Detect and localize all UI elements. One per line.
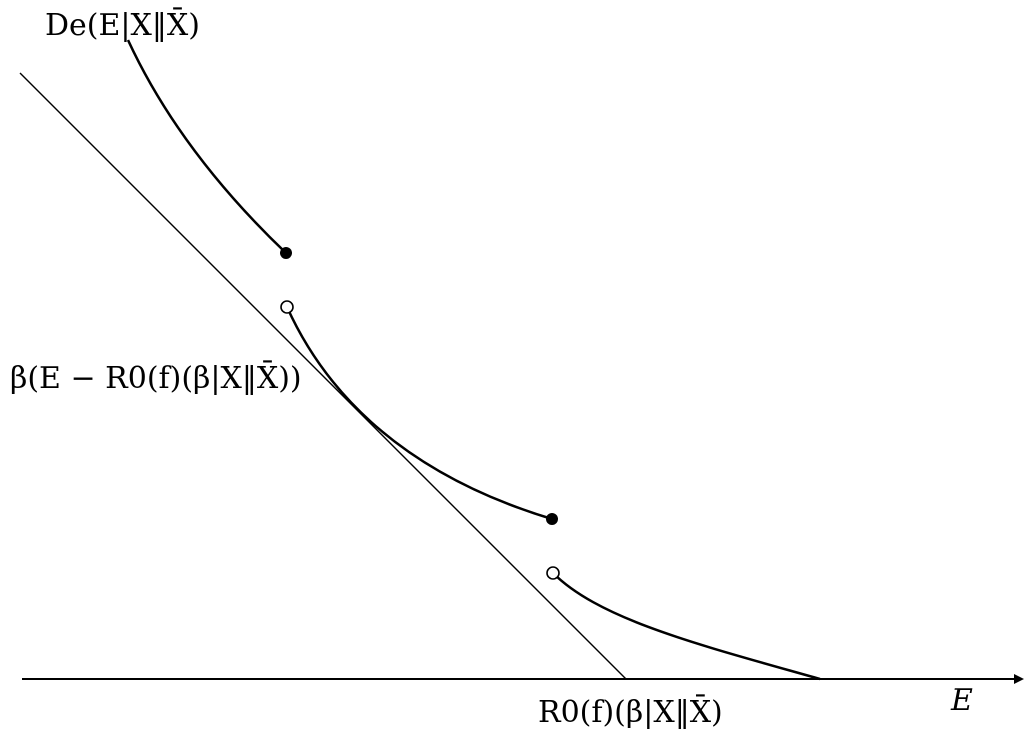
curve-segment-2	[285, 306, 553, 521]
curve-label: De(E|X‖X̄)	[45, 7, 200, 43]
intercept-label: R0(f)(β|X‖X̄)	[538, 694, 723, 730]
x-axis-label: E	[950, 683, 973, 718]
curve-segment-1	[126, 39, 287, 254]
curve-segment-3	[552, 572, 821, 681]
open-endpoint	[280, 300, 294, 314]
x-axis-arrowhead	[1014, 674, 1024, 684]
tangent-label: β(E − R0(f)(β|X‖X̄))	[10, 360, 302, 396]
x-axis	[22, 674, 1024, 684]
tangent-line	[19, 72, 627, 680]
closed-endpoint	[546, 513, 558, 525]
closed-endpoint	[280, 247, 292, 259]
open-endpoint	[546, 566, 560, 580]
